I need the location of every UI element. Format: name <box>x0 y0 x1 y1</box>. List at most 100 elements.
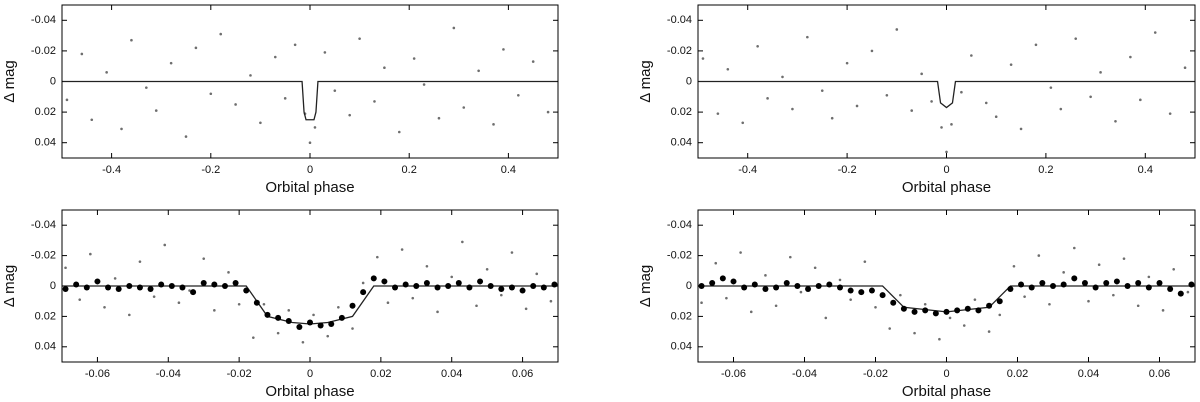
data-point <box>411 296 415 300</box>
data-point <box>1048 302 1051 306</box>
data-point <box>546 110 550 114</box>
binned-point <box>338 314 345 321</box>
binned-point <box>105 284 112 291</box>
model-line <box>698 285 1195 313</box>
data-point <box>313 126 317 129</box>
data-point <box>209 92 213 96</box>
data-point <box>764 274 767 277</box>
data-point <box>194 46 198 50</box>
binned-point <box>307 319 313 326</box>
data-point <box>323 51 327 54</box>
binned-point <box>423 279 430 286</box>
y-axis-label: Δ mag <box>1 60 18 103</box>
data-point <box>293 43 297 47</box>
data-point <box>273 55 277 59</box>
data-point <box>701 57 705 60</box>
binned-point <box>879 292 886 299</box>
data-point <box>726 67 730 71</box>
binned-point <box>1145 284 1152 291</box>
data-point <box>791 107 794 111</box>
binned-point <box>1177 290 1184 297</box>
data-point <box>549 299 553 303</box>
data-point <box>910 109 914 112</box>
binned-point <box>147 286 154 293</box>
data-point <box>714 261 718 265</box>
data-point <box>1097 263 1101 267</box>
data-point <box>386 301 390 305</box>
binned-point <box>402 281 409 288</box>
plot-frame <box>61 4 559 159</box>
binned-point <box>1028 284 1035 291</box>
data-point <box>373 100 376 103</box>
binned-point <box>94 278 101 285</box>
data-point <box>130 38 133 42</box>
x-tick-label: 0 <box>307 368 313 380</box>
x-tick-label: -0.2 <box>838 164 857 176</box>
plot-frame <box>697 4 1196 159</box>
data-point <box>756 45 759 48</box>
x-axis-label: Orbital phase <box>902 179 991 196</box>
data-point <box>913 331 916 335</box>
binned-point <box>932 310 939 317</box>
data-point <box>1034 43 1038 47</box>
data-point <box>799 290 803 294</box>
x-tick-label: 0.4 <box>501 164 516 176</box>
data-point <box>1087 299 1090 303</box>
binned-point <box>1188 281 1195 288</box>
data-point <box>65 98 69 102</box>
y-axis-label: Δ mag <box>1 265 18 308</box>
data-point <box>739 251 742 254</box>
data-point <box>950 123 953 126</box>
binned-point <box>847 287 854 294</box>
data-point <box>970 54 973 57</box>
data-point <box>252 336 255 339</box>
binned-point <box>794 283 801 289</box>
data-point <box>89 252 92 256</box>
data-point <box>998 313 1002 317</box>
y-tick-label: -0.02 <box>31 45 56 57</box>
data-point <box>188 289 191 292</box>
binned-point <box>455 279 462 286</box>
binned-point <box>83 284 90 291</box>
data-point <box>184 135 188 138</box>
data-point <box>283 97 287 100</box>
data-point <box>412 57 416 60</box>
data-point <box>287 309 291 312</box>
data-point <box>450 275 454 279</box>
data-point <box>1059 107 1063 111</box>
y-tick-label: 0.02 <box>35 310 56 322</box>
binned-point <box>275 314 282 321</box>
data-point <box>337 305 340 309</box>
data-point <box>475 304 478 308</box>
x-tick-label: -0.06 <box>721 368 746 380</box>
binned-point <box>73 281 80 288</box>
data-point <box>301 340 305 344</box>
y-tick-label: 0.04 <box>35 341 56 353</box>
data-point <box>1019 127 1023 131</box>
binned-point <box>1135 279 1142 286</box>
data-point <box>436 310 439 314</box>
data-point <box>510 251 514 254</box>
binned-point <box>62 286 69 293</box>
binned-point <box>328 321 335 327</box>
data-point <box>940 126 943 129</box>
x-tick-label: 0 <box>943 368 949 380</box>
data-point <box>923 302 927 306</box>
binned-point <box>709 279 716 286</box>
binned-point <box>719 275 726 282</box>
binned-point <box>115 286 122 293</box>
data-point <box>452 26 456 30</box>
y-tick-label: -0.02 <box>667 250 692 262</box>
x-tick-label: 0 <box>307 164 313 176</box>
data-point <box>249 74 252 77</box>
binned-point <box>1007 286 1014 293</box>
binned-point <box>477 278 484 285</box>
data-point <box>517 93 520 97</box>
data-point <box>177 301 181 305</box>
binned-point <box>317 322 324 329</box>
data-point <box>984 101 988 105</box>
x-tick-label: -0.2 <box>201 164 220 176</box>
x-tick-label: -0.06 <box>85 368 110 380</box>
data-point <box>361 281 365 285</box>
data-point <box>1023 295 1026 298</box>
